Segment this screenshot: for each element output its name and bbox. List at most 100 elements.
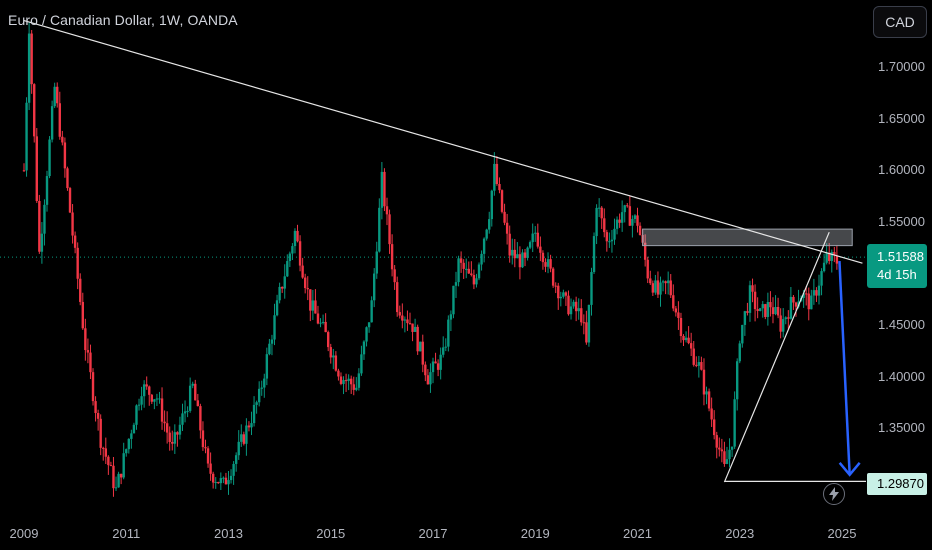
candle-body — [725, 459, 729, 464]
candle-body — [33, 84, 36, 137]
candle-body — [252, 404, 256, 424]
candle-body — [518, 254, 522, 268]
candle-body — [61, 136, 64, 143]
candle-body — [564, 292, 568, 296]
candle-body — [467, 268, 470, 274]
candle-body — [459, 258, 463, 263]
candle-body — [135, 405, 138, 425]
candle-body — [413, 326, 417, 332]
candle-body — [242, 434, 246, 444]
candle-body — [539, 246, 542, 253]
target-price-badge: 1.29870 — [867, 473, 927, 495]
candle-body — [511, 249, 514, 256]
candle-body — [68, 188, 72, 213]
candle-body — [155, 398, 159, 400]
candle-body — [188, 385, 192, 411]
candle-body — [431, 361, 435, 373]
candle-body — [163, 421, 166, 424]
candle-body — [720, 449, 724, 452]
last-price-value: 1.51588 — [877, 249, 924, 264]
candle-body — [273, 315, 276, 340]
candle-body — [181, 413, 184, 425]
candle-body — [268, 343, 271, 355]
candle-body — [605, 232, 609, 242]
price-axis[interactable]: 1.70000 1.65000 1.60000 1.55000 1.45000 1.400… — [866, 0, 932, 550]
candle-body — [337, 370, 340, 377]
price-tick-label: 1.45000 — [878, 317, 925, 333]
candle-body — [326, 332, 330, 348]
candle-body — [751, 285, 754, 292]
candle-body — [666, 280, 670, 284]
candle-body — [137, 404, 141, 406]
candle-body — [659, 282, 662, 295]
candle-body — [620, 212, 624, 223]
candle-body — [25, 102, 28, 171]
candle-body — [375, 251, 378, 274]
candle-body — [332, 355, 335, 358]
candles — [22, 22, 839, 497]
candle-body — [572, 301, 575, 307]
candle-body — [521, 252, 524, 268]
candle-body — [672, 295, 675, 309]
candle-body — [753, 291, 757, 310]
candle-body — [219, 478, 223, 484]
candle-body — [403, 319, 407, 321]
candle-body — [421, 341, 424, 365]
candle-body — [692, 348, 695, 365]
candle-body — [76, 247, 79, 279]
candle-body — [738, 343, 741, 362]
candle-body — [204, 447, 207, 449]
candle-body — [603, 218, 606, 233]
candle-body — [600, 207, 603, 219]
lightning-bolt-icon[interactable] — [823, 483, 845, 505]
candle-body — [360, 354, 363, 374]
currency-button[interactable]: CAD — [873, 6, 927, 38]
candle-body — [125, 449, 128, 454]
candle-body — [577, 308, 580, 312]
candle-body — [646, 259, 649, 279]
candle-body — [388, 214, 391, 245]
candle-body — [712, 419, 716, 436]
candle-body — [362, 341, 366, 355]
candle-body — [812, 290, 816, 296]
candle-body — [587, 304, 591, 343]
candle-body — [771, 307, 775, 315]
candle-body — [199, 406, 202, 431]
candle-body — [275, 300, 279, 316]
candle-body — [344, 380, 348, 382]
candle-body — [112, 465, 115, 489]
candle-body — [792, 296, 795, 303]
candle-body — [643, 242, 647, 260]
candle-body — [802, 293, 805, 298]
candle-body — [551, 268, 555, 286]
candle-body — [580, 308, 583, 323]
candle-body — [296, 230, 299, 242]
time-axis[interactable]: 2009 2011 2013 2015 2017 2019 2021 2023 2025 — [0, 520, 866, 550]
candle-body — [544, 262, 547, 267]
candle-body — [623, 205, 626, 213]
candle-body — [505, 222, 509, 234]
candle-body — [682, 335, 685, 341]
candle-body — [592, 236, 596, 273]
candle-body — [449, 314, 453, 320]
candle-body — [523, 252, 527, 258]
price-chart[interactable] — [0, 0, 866, 520]
candle-body — [549, 259, 552, 269]
candle-body — [142, 384, 146, 397]
candle-body — [171, 441, 174, 444]
candle-body — [104, 448, 107, 457]
candle-body — [150, 394, 154, 402]
candle-body — [250, 423, 253, 428]
candle-body — [40, 233, 44, 252]
candle-body — [380, 171, 384, 208]
candle-body — [406, 319, 409, 324]
candle-body — [608, 241, 611, 243]
candle-body — [153, 399, 156, 402]
candle-body — [81, 301, 84, 329]
candle-body — [270, 339, 274, 344]
candle-body — [715, 435, 718, 448]
candle-body — [321, 321, 325, 323]
candle-body — [759, 308, 762, 311]
candle-body — [165, 423, 169, 433]
candle-body — [66, 168, 69, 189]
